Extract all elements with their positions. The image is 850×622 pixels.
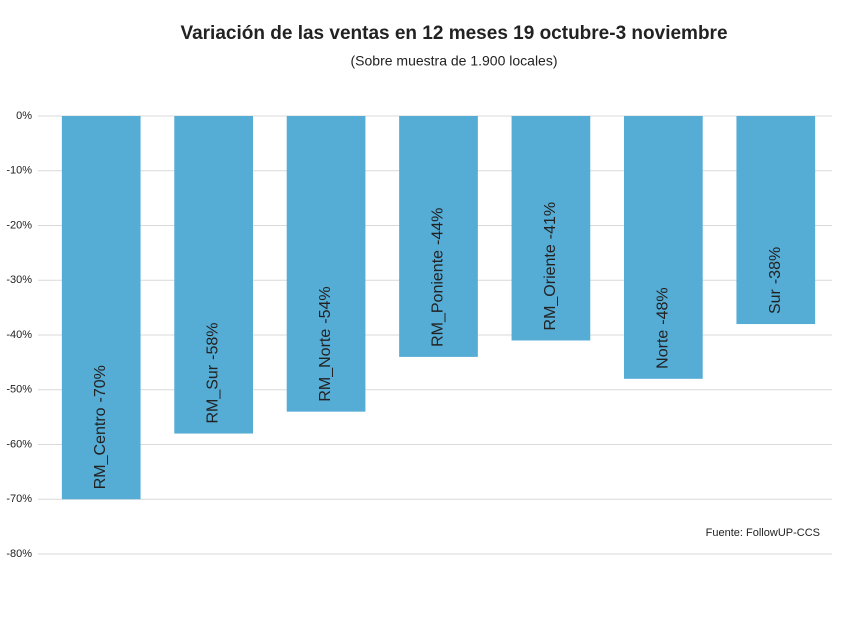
bar (174, 116, 253, 434)
category-label: RM_Sur (205, 364, 222, 423)
category-label: RM_Poniente (430, 250, 447, 347)
value-label: -44% (430, 208, 447, 245)
y-tick-label: -40% (6, 329, 32, 341)
bar-label: RM_Norte -54% (317, 286, 334, 401)
bar (399, 116, 478, 357)
category-label: Norte (655, 330, 672, 369)
category-label: RM_Oriente (542, 244, 559, 330)
y-tick-label: -50% (6, 384, 32, 396)
value-label: -54% (317, 286, 334, 323)
bar (736, 116, 816, 325)
value-label: -70% (92, 365, 109, 402)
value-label: -58% (205, 323, 222, 360)
bar-label: RM_Centro -70% (92, 365, 109, 489)
bar (624, 116, 703, 379)
bar (286, 116, 366, 412)
y-tick-label: 0% (16, 110, 32, 122)
bar-label: Sur -38% (767, 247, 784, 314)
category-label: Sur (767, 288, 784, 314)
bar (61, 116, 141, 500)
value-label: -38% (767, 247, 784, 284)
bar-label: RM_Sur -58% (205, 323, 222, 424)
bar-label: RM_Oriente -41% (542, 202, 559, 331)
y-tick-label: -30% (6, 274, 32, 286)
source-note: Fuente: FollowUP-CCS (706, 527, 820, 539)
bar-label: RM_Poniente -44% (430, 208, 447, 347)
y-tick-label: -20% (6, 219, 32, 231)
y-tick-label: -60% (6, 438, 32, 450)
bar (511, 116, 591, 341)
y-tick-label: -80% (6, 548, 32, 560)
category-label: RM_Centro (92, 407, 109, 489)
category-label: RM_Norte (317, 329, 334, 402)
y-tick-label: -10% (6, 165, 32, 177)
bar-label: Norte -48% (655, 287, 672, 368)
value-label: -41% (542, 202, 559, 239)
y-tick-label: -70% (6, 493, 32, 505)
value-label: -48% (655, 287, 672, 324)
chart-title: Variación de las ventas en 12 meses 19 o… (180, 23, 727, 44)
chart-subtitle: (Sobre muestra de 1.900 locales) (351, 53, 558, 69)
